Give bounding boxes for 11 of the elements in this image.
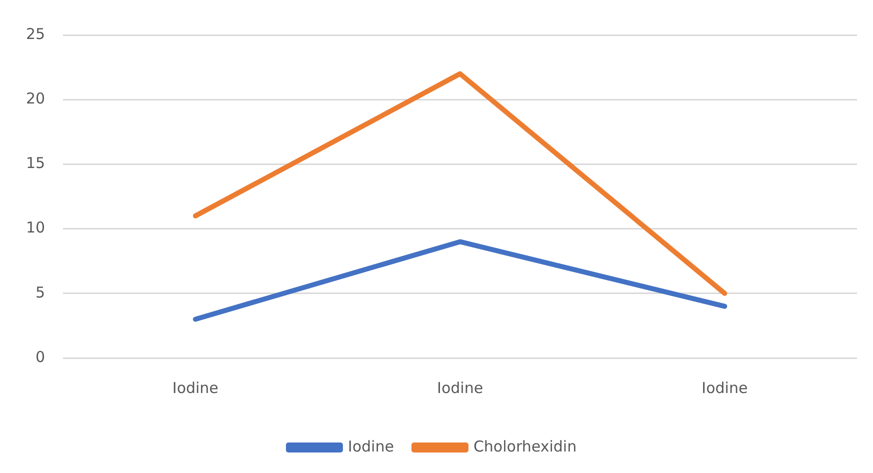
- x-tick-label: Iodine: [437, 378, 484, 397]
- y-tick-label: 10: [26, 218, 46, 237]
- y-tick-label: 25: [26, 24, 46, 43]
- legend-label: Cholorhexidin: [473, 437, 577, 456]
- y-tick-label: 5: [36, 283, 46, 302]
- legend-label: Iodine: [348, 437, 394, 456]
- y-tick-label: 0: [36, 348, 46, 366]
- x-tick-label: Iodine: [702, 378, 748, 397]
- y-tick-label: 20: [26, 89, 46, 108]
- x-tick-label: Iodine: [172, 378, 218, 397]
- y-tick-label: 15: [26, 154, 46, 172]
